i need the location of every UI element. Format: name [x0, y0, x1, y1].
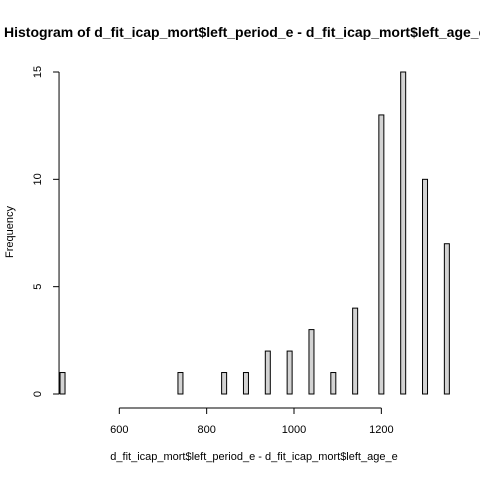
x-tick-label: 600 — [110, 424, 128, 436]
x-axis: 600 800 1000 1200 — [110, 407, 394, 436]
histogram-bar — [242, 372, 249, 395]
histogram-bar — [330, 372, 337, 395]
x-tick-label: 800 — [197, 424, 215, 436]
histogram-bar — [59, 372, 66, 395]
x-tick-label: 1200 — [369, 424, 393, 436]
x-tick-label: 1000 — [282, 424, 306, 436]
histogram-bar — [177, 372, 184, 395]
histogram-bar — [378, 114, 385, 395]
histogram-bar — [400, 71, 407, 395]
y-tick-label: 5 — [32, 284, 44, 290]
histogram-bar — [286, 350, 293, 395]
histogram-bar — [264, 350, 271, 395]
bars-group — [59, 71, 450, 395]
histogram-bar — [308, 329, 315, 395]
histogram-bar — [352, 307, 359, 395]
histogram-bar — [422, 178, 429, 395]
y-tick-label: 10 — [32, 173, 44, 185]
histogram-bar — [221, 372, 228, 395]
histogram-bar — [443, 243, 450, 395]
y-axis: 0 5 10 15 — [32, 66, 60, 397]
y-axis-label: Frequency — [4, 206, 16, 258]
x-axis-label: d_fit_icap_mort$left_period_e - d_fit_ic… — [110, 451, 397, 463]
chart-title: Histogram of d_fit_icap_mort$left_period… — [4, 24, 480, 40]
y-tick-label: 15 — [32, 66, 44, 78]
y-tick-label: 0 — [32, 391, 44, 397]
